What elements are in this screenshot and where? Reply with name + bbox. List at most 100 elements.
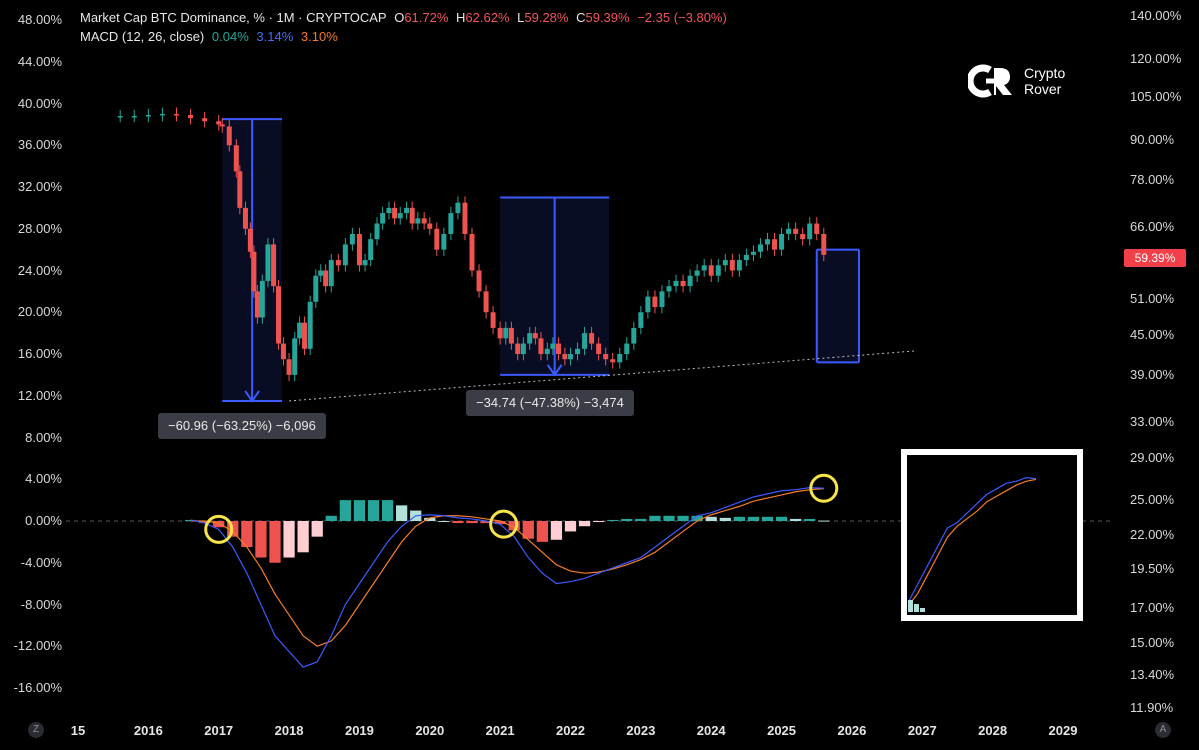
time-axis-tick: 2023 — [626, 723, 656, 738]
candle-body — [328, 260, 334, 287]
candle-body — [469, 233, 475, 271]
candle-body — [503, 327, 509, 339]
candle-body — [159, 113, 165, 116]
symbol-label: Market Cap BTC Dominance, % · 1M · CRYPT… — [80, 10, 387, 25]
left-axis-tick: -8.00% — [20, 596, 62, 612]
histogram-bar — [480, 521, 492, 524]
right-axis-tick: 90.00% — [1130, 132, 1175, 148]
candle-body — [271, 244, 277, 287]
left-axis-tick: 16.00% — [17, 346, 62, 361]
candle-body — [715, 265, 721, 276]
candle-body — [701, 265, 707, 271]
left-axis-tick: 12.00% — [17, 387, 62, 403]
candle-body — [247, 228, 253, 252]
candle-body — [779, 233, 785, 250]
crypto-rover-logo: Crypto Rover — [968, 64, 1065, 98]
histogram-bar — [325, 515, 337, 521]
candle-body — [237, 171, 243, 208]
left-axis-tick: 8.00% — [25, 429, 62, 445]
histogram-bar — [818, 520, 830, 522]
histogram-bar — [550, 521, 563, 540]
auto-scale-button[interactable]: A — [1155, 722, 1171, 738]
candle-body — [404, 207, 410, 214]
candle-body — [356, 233, 362, 266]
macd-signal-value: 3.10% — [300, 29, 338, 44]
time-axis-tick: 15 — [70, 723, 86, 738]
candle-body — [415, 218, 421, 224]
candle-body — [736, 260, 742, 271]
histogram-bar — [199, 521, 211, 524]
histogram-bar — [466, 521, 478, 524]
histogram-bar — [494, 521, 506, 525]
right-axis-tick: 39.00% — [1130, 366, 1175, 382]
candle-body — [562, 354, 568, 360]
histogram-bar — [691, 515, 703, 521]
time-axis-tick: 2029 — [1048, 723, 1078, 738]
timezone-button[interactable]: Z — [28, 722, 44, 738]
right-axis-tick: 22.00% — [1130, 527, 1175, 543]
left-axis-tick: -12.00% — [13, 638, 62, 654]
inset-histogram-bar — [908, 600, 913, 612]
histogram-bar — [536, 521, 548, 542]
candle-body — [362, 260, 368, 266]
left-axis-tick: 48.00% — [17, 12, 62, 27]
candle-body — [335, 260, 341, 266]
candle-body — [527, 333, 533, 344]
candle-body — [544, 348, 550, 354]
high-value: 62.62% — [465, 10, 510, 25]
candle-body — [631, 327, 637, 344]
histogram-bar — [241, 521, 253, 548]
histogram-bar — [311, 521, 323, 537]
candle-body — [397, 213, 403, 219]
right-axis-tick: 25.00% — [1130, 491, 1175, 507]
candle-body — [659, 291, 665, 308]
candle-body — [617, 354, 623, 363]
high-label: H — [456, 10, 466, 25]
candle-body — [265, 244, 271, 281]
histogram-bar — [522, 521, 534, 539]
candle-body — [286, 359, 292, 375]
candle-body — [610, 359, 616, 363]
candle-body — [556, 343, 562, 354]
right-axis-tick: 11.90% — [1130, 700, 1174, 715]
candle-body — [259, 280, 265, 318]
left-axis-tick: 20.00% — [17, 304, 62, 320]
candle-body — [687, 275, 693, 287]
candle-body — [490, 312, 496, 328]
signal-line — [190, 488, 824, 647]
range-box-fill — [816, 249, 859, 363]
candle-body — [392, 207, 398, 219]
left-axis-tick: -4.00% — [20, 554, 62, 570]
candle-body — [174, 113, 179, 116]
change-value: −2.35 (−3.80%) — [637, 10, 727, 25]
left-axis-tick: 40.00% — [17, 95, 62, 111]
candle-body — [603, 354, 609, 360]
left-axis-tick: 44.00% — [17, 53, 62, 69]
range-arrow-head — [244, 390, 260, 403]
macd-line — [190, 486, 824, 668]
candle-body — [302, 322, 308, 349]
candle-body — [374, 223, 380, 240]
left-axis-tick: 32.00% — [17, 179, 62, 194]
candle-body — [349, 233, 355, 245]
crypto-rover-logo-icon — [968, 64, 1012, 98]
time-axis-tick: 2024 — [696, 723, 726, 738]
candle-body — [821, 233, 827, 255]
histogram-bar — [649, 515, 661, 521]
time-axis-tick: 2025 — [767, 723, 797, 738]
candle-body — [550, 343, 556, 349]
crossover-highlight-circle — [809, 473, 839, 503]
measure-label-first: −60.96 (−63.25%) −6,096 — [158, 413, 326, 439]
candle-body — [307, 301, 313, 349]
candle-body — [483, 291, 489, 313]
candle-body — [434, 228, 440, 250]
candle-body — [409, 207, 415, 224]
candle-body — [538, 338, 544, 354]
histogram-bar — [424, 517, 436, 521]
candle-body — [694, 270, 700, 276]
right-axis-tick: 19.50% — [1130, 561, 1175, 577]
right-axis-tick: 105.00% — [1130, 88, 1182, 104]
histogram-bar — [621, 518, 633, 521]
histogram-bar — [381, 500, 394, 521]
